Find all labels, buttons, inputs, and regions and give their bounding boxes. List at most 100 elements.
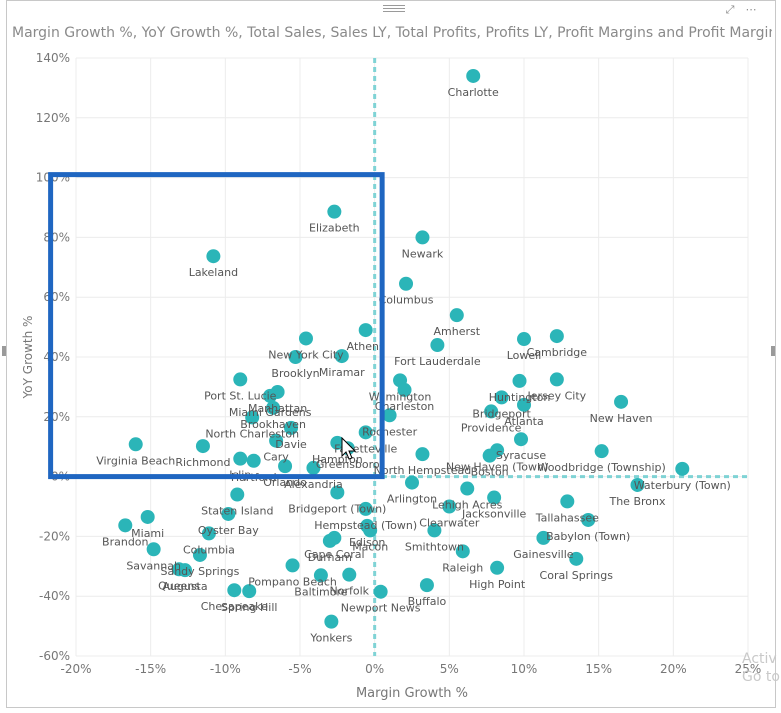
data-point[interactable] [269,433,284,448]
data-point[interactable] [373,584,388,599]
data-point[interactable] [278,459,293,474]
data-point[interactable] [221,506,236,521]
data-point[interactable] [560,494,575,509]
data-point[interactable] [514,432,529,447]
data-point[interactable] [330,435,345,450]
data-point[interactable] [306,460,321,475]
data-point[interactable] [233,372,248,387]
data-point[interactable] [455,544,470,559]
more-options-icon[interactable]: ⋯ [745,3,757,16]
x-tick-label: 0% [365,662,384,676]
data-label: Oyster Bay [198,524,259,537]
data-label: Alexandria [284,478,343,491]
data-point[interactable] [140,509,155,524]
data-label: Hempstead (Town) [314,519,417,532]
data-point[interactable] [358,323,373,338]
resize-handle-right[interactable] [771,346,775,356]
data-label: Cambridge [527,346,588,359]
focus-mode-icon[interactable]: ⤢ [725,3,735,16]
data-point[interactable] [227,583,242,598]
data-point[interactable] [382,408,397,423]
data-point[interactable] [146,542,161,557]
y-tick-label: 60% [43,290,70,304]
data-point[interactable] [419,578,434,593]
data-point[interactable] [512,373,527,388]
data-point[interactable] [322,533,337,548]
data-point[interactable] [363,523,378,538]
data-label: Savannah [126,559,181,572]
data-point[interactable] [415,230,430,245]
data-label: Cary [263,451,289,464]
data-label: New York City [268,348,344,361]
data-point[interactable] [536,530,551,545]
data-point[interactable] [128,437,143,452]
data-point[interactable] [313,568,328,583]
data-point[interactable] [549,329,564,344]
x-axis-title: Margin Growth % [356,686,468,701]
data-point[interactable] [581,512,596,527]
data-point[interactable] [442,499,457,514]
data-point[interactable] [118,518,133,533]
data-point[interactable] [494,390,509,405]
data-label: Gainesville [513,548,573,561]
data-point[interactable] [285,558,300,573]
data-point[interactable] [266,400,281,415]
data-point[interactable] [675,461,690,476]
data-point[interactable] [484,404,499,419]
data-label: Richmond [175,456,230,469]
data-label: North Charleston [205,427,299,440]
data-point[interactable] [449,308,464,323]
data-point[interactable] [466,68,481,83]
data-point[interactable] [427,523,442,538]
data-point[interactable] [460,481,475,496]
data-point[interactable] [405,475,419,490]
data-point[interactable] [242,584,257,599]
data-label: Waterbury (Town) [634,479,731,492]
data-point[interactable] [330,485,345,500]
data-point[interactable] [178,563,193,578]
data-point[interactable] [358,501,373,516]
data-point[interactable] [517,332,531,347]
scatter-chart[interactable]: -20% -15% -10% -5% 0% 5% 10% 15% 20% 25% -60% -40%… [7,1,775,707]
data-point[interactable] [195,439,210,454]
data-point[interactable] [549,372,564,387]
data-label: Norfolk [330,585,370,598]
data-label: Clearwater [419,517,480,530]
data-point[interactable] [569,551,584,566]
data-point[interactable] [415,447,430,462]
data-point[interactable] [263,388,278,403]
data-point[interactable] [245,410,260,425]
data-point[interactable] [614,394,629,409]
data-point[interactable] [399,276,414,291]
data-point[interactable] [230,487,245,502]
data-point[interactable] [192,547,207,562]
data-point[interactable] [397,382,412,397]
data-point[interactable] [487,490,502,505]
data-point[interactable] [233,451,248,466]
data-point[interactable] [206,249,221,264]
data-label: Yonkers [309,632,352,645]
data-point[interactable] [327,204,342,219]
data-label: Newport News [341,602,421,615]
x-tick-label: -5% [288,662,311,676]
data-point[interactable] [358,425,373,440]
data-point[interactable] [298,331,313,346]
drag-handle-icon[interactable] [383,5,405,13]
data-point[interactable] [430,338,445,353]
data-point[interactable] [284,420,299,435]
data-point[interactable] [482,448,497,463]
data-point[interactable] [630,477,645,492]
data-point[interactable] [334,349,349,364]
y-tick-label: -40% [39,589,70,603]
resize-handle-left[interactable] [2,346,6,356]
data-point[interactable] [246,453,261,468]
data-point[interactable] [594,444,609,459]
scatter-visual[interactable]: ⤢ ⋯ Margin Growth %, YoY Growth %, Total… [6,0,776,708]
data-point[interactable] [342,567,357,582]
data-point[interactable] [490,560,505,575]
data-point[interactable] [201,526,216,541]
data-point[interactable] [517,397,531,412]
data-point[interactable] [324,614,339,629]
data-label: Edison [349,536,385,549]
data-point[interactable] [288,350,303,364]
